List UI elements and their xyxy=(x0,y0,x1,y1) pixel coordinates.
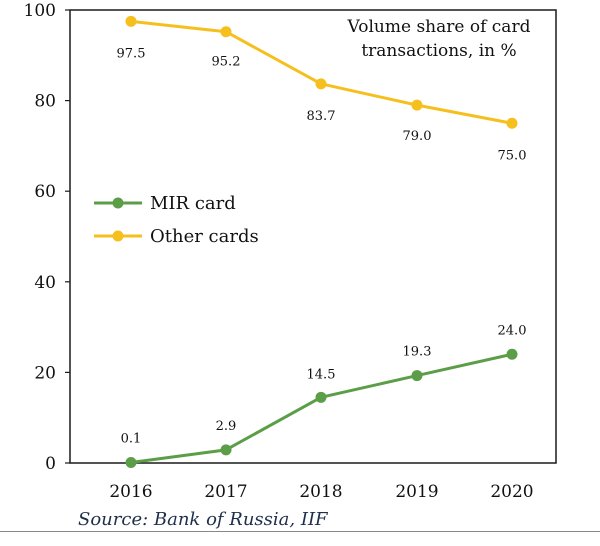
mir-card-point xyxy=(220,444,232,456)
series-layer: 0.1 2.9 14.5 19.3 24.0 97.5 95.2 83.7 79.0 75.0 xyxy=(117,15,527,469)
other-cards-point xyxy=(411,99,423,111)
legend-label-mir-card: MIR card xyxy=(150,193,236,214)
y-tick-label: 40 xyxy=(34,273,56,293)
x-tick-label: 2017 xyxy=(204,482,247,502)
plot-frame xyxy=(69,9,557,464)
legend-label-other-cards: Other cards xyxy=(150,226,259,247)
annotation: Volume share of card transactions, in % xyxy=(347,17,531,61)
other-cards-data-label: 83.7 xyxy=(307,109,336,124)
x-tick-label: 2018 xyxy=(299,482,342,502)
y-tick-label: 0 xyxy=(45,454,56,474)
legend-swatch-marker xyxy=(112,197,124,209)
y-tick-label: 20 xyxy=(34,363,56,383)
mir-card-point xyxy=(506,348,518,360)
source-note: Source: Bank of Russia, IIF xyxy=(78,509,328,530)
mir-card-point xyxy=(315,391,327,403)
x-tick-label: 2020 xyxy=(490,482,533,502)
plot-border xyxy=(69,9,557,464)
y-tick-label: 80 xyxy=(34,92,56,112)
other-cards-data-label: 79.0 xyxy=(403,129,432,144)
other-cards-point xyxy=(125,15,137,27)
y-axis: 0 20 40 60 80 100 xyxy=(24,1,70,474)
other-cards-point xyxy=(315,78,327,90)
bottom-divider xyxy=(0,531,600,532)
y-tick-label: 60 xyxy=(34,182,56,202)
x-axis: 2016 2017 2018 2019 2020 xyxy=(109,482,533,502)
mir-card-data-label: 19.3 xyxy=(403,345,432,360)
legend-swatch-marker xyxy=(112,230,124,242)
mir-card-data-label: 24.0 xyxy=(498,323,527,338)
mir-card-data-label: 0.1 xyxy=(121,432,142,447)
other-cards-data-label: 75.0 xyxy=(498,148,527,163)
x-tick-label: 2016 xyxy=(109,482,152,502)
mir-card-data-label: 14.5 xyxy=(307,367,336,382)
y-tick-label: 100 xyxy=(24,1,56,21)
mir-card-data-label: 2.9 xyxy=(216,419,237,434)
annotation-line: transactions, in % xyxy=(361,41,516,61)
other-cards-data-label: 97.5 xyxy=(117,46,146,61)
annotation-line: Volume share of card xyxy=(347,17,531,37)
mir-card-point xyxy=(125,457,137,469)
other-cards-point xyxy=(506,117,518,129)
other-cards-point xyxy=(220,26,232,38)
other-cards-data-label: 95.2 xyxy=(212,55,241,70)
x-tick-label: 2019 xyxy=(395,482,438,502)
legend: MIR card Other cards xyxy=(94,193,259,247)
mir-card-point xyxy=(411,370,423,382)
